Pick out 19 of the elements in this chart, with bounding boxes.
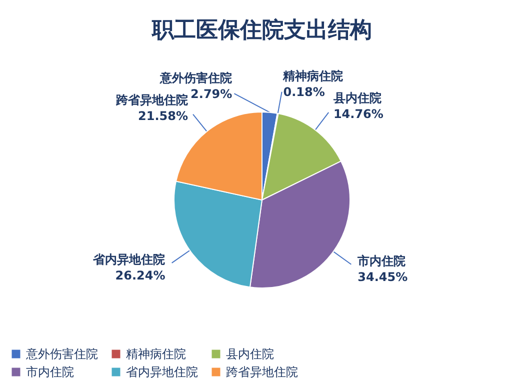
data-label: 34.45% <box>358 270 408 284</box>
slice-label: 县内住院 <box>332 91 382 106</box>
data-label: 2.79% <box>190 86 232 101</box>
data-label: 21.58% <box>138 109 188 124</box>
legend-label: 县内住院 <box>226 347 274 361</box>
slice-label: 市内住院 <box>356 254 406 268</box>
slice-label: 意外伤害住院 <box>159 70 232 85</box>
slice-label: 精神病住院 <box>282 68 344 83</box>
legend-label: 跨省异地住院 <box>226 365 298 379</box>
slice-label: 省内异地住院 <box>92 252 166 267</box>
legend-label: 省内异地住院 <box>126 365 198 379</box>
data-label: 14.76% <box>333 107 384 122</box>
data-label: 0.18% <box>283 84 325 99</box>
legend-label: 意外伤害住院 <box>25 347 98 361</box>
legend-label: 市内住院 <box>26 365 74 379</box>
chart-title: 职工医保住院支出结构 <box>151 18 372 43</box>
legend-label: 精神病住院 <box>126 347 186 361</box>
data-label: 26.24% <box>115 268 166 283</box>
slice-label: 跨省异地住院 <box>114 93 188 108</box>
